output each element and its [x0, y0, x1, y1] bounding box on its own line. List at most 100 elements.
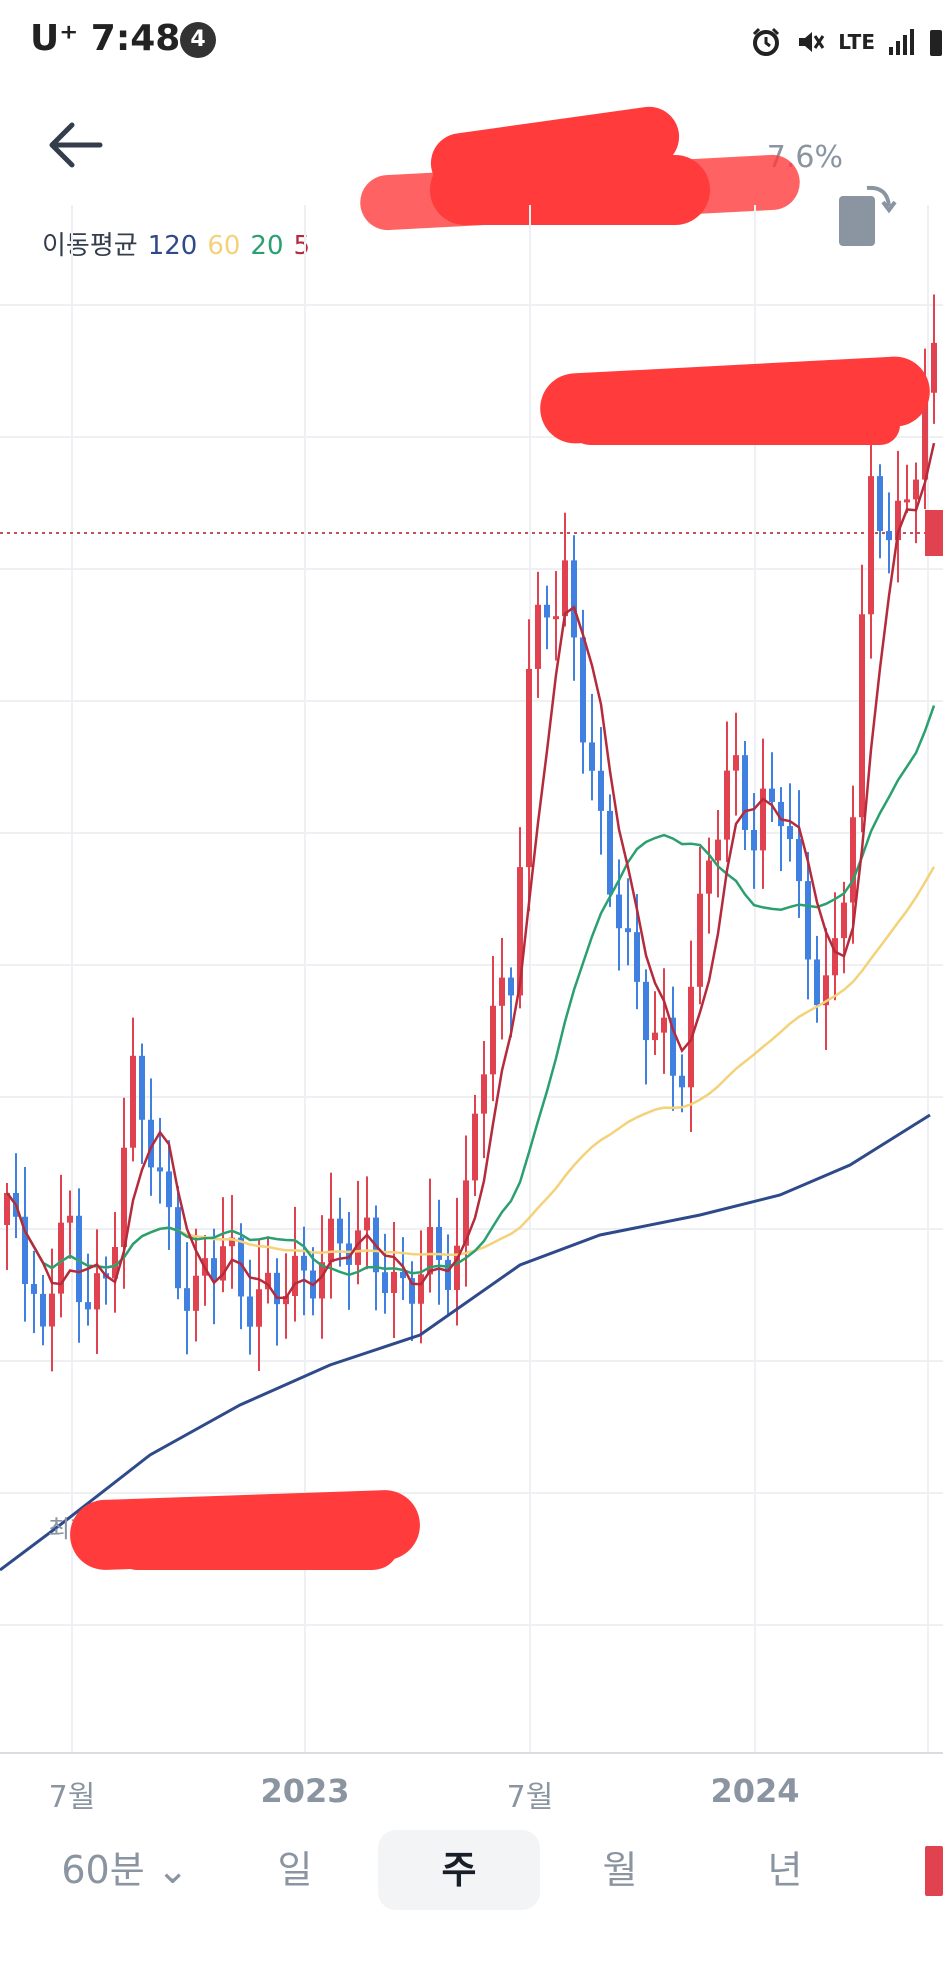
- candle-body: [49, 1293, 55, 1327]
- mute-icon: [799, 32, 825, 52]
- candle-body: [94, 1273, 100, 1310]
- candle-body: [841, 902, 847, 939]
- candle-body: [112, 1246, 118, 1279]
- candle-type-icon[interactable]: [925, 1846, 943, 1896]
- candle-body: [166, 1171, 172, 1208]
- candle-body: [616, 894, 622, 929]
- ma-20-line: [6, 705, 936, 1277]
- candle-body: [445, 1259, 451, 1290]
- candle-body: [301, 1255, 307, 1271]
- candle-body: [481, 1074, 487, 1114]
- status-icons: LTE: [750, 22, 943, 62]
- candle-body: [832, 938, 838, 976]
- candle-body: [787, 826, 793, 840]
- candlestick-chart[interactable]: 최고 최저: [0, 205, 943, 1755]
- candle-body: [760, 788, 766, 851]
- candle-body: [400, 1271, 406, 1279]
- x-axis-label: 2024: [710, 1772, 800, 1810]
- candle-body: [22, 1216, 28, 1285]
- candle-body: [40, 1293, 46, 1327]
- candle-body: [31, 1284, 37, 1294]
- status-bar: U⁺ 7:48 4 LTE: [0, 0, 943, 80]
- candle-body: [58, 1222, 64, 1294]
- ma-120-label: 120: [147, 231, 198, 261]
- tab-week[interactable]: 주: [378, 1830, 540, 1910]
- candle-body: [886, 530, 892, 541]
- redaction-mark: [570, 405, 900, 445]
- x-axis-label: 2023: [260, 1772, 350, 1810]
- lte-indicator: LTE: [838, 30, 875, 54]
- candle-body: [121, 1147, 127, 1247]
- candle-body: [130, 1055, 136, 1148]
- candle-body: [499, 977, 505, 1006]
- candle-body: [337, 1218, 343, 1244]
- notification-count-badge: 4: [180, 22, 216, 58]
- tab-day[interactable]: 일: [277, 1848, 313, 1892]
- candle-body: [661, 1017, 667, 1033]
- candle-body: [265, 1272, 271, 1290]
- tab-60min[interactable]: 60분 ⌄: [61, 1848, 189, 1892]
- candle-body: [67, 1215, 73, 1223]
- tab-year[interactable]: 년: [767, 1848, 803, 1892]
- candle-body: [904, 499, 910, 503]
- candle-body: [490, 1005, 496, 1075]
- candle-body: [193, 1275, 199, 1311]
- redaction-mark: [110, 1515, 400, 1570]
- candle-body: [391, 1271, 397, 1294]
- candle-body: [589, 742, 595, 771]
- candle-body: [823, 975, 829, 1006]
- candle-body: [4, 1193, 10, 1225]
- candle-body: [463, 1180, 469, 1246]
- ma-60-line: [6, 866, 936, 1270]
- candle-body: [382, 1272, 388, 1294]
- candle-body: [148, 1119, 154, 1168]
- candle-body: [769, 788, 775, 802]
- candle-body: [859, 614, 865, 818]
- candle-body: [814, 959, 820, 1006]
- candle-body: [670, 1017, 676, 1076]
- candle-body: [454, 1245, 460, 1290]
- candle-body: [913, 479, 919, 500]
- candle-body: [679, 1075, 685, 1088]
- candle-body: [778, 801, 784, 827]
- candle-body: [256, 1289, 262, 1327]
- candle-body: [472, 1113, 478, 1181]
- candle-body: [796, 839, 802, 882]
- candle-body: [526, 668, 532, 868]
- candle-body: [544, 604, 550, 618]
- candle-body: [184, 1288, 190, 1311]
- candle-body: [418, 1274, 424, 1304]
- candle-body: [328, 1218, 334, 1263]
- candle-body: [283, 1295, 289, 1305]
- candle-body: [580, 637, 586, 743]
- candle-body: [733, 755, 739, 771]
- candle-body: [634, 932, 640, 982]
- candle-body: [517, 867, 523, 996]
- candle-body: [625, 928, 631, 933]
- chart-canvas[interactable]: 최고 최저: [0, 205, 943, 1755]
- candle-body: [355, 1230, 361, 1265]
- candle-body: [319, 1262, 325, 1299]
- candle-body: [715, 839, 721, 861]
- rotate-screen-button[interactable]: [835, 180, 900, 250]
- app-header: 7.6%: [0, 80, 943, 246]
- candle-body: [85, 1302, 91, 1310]
- candle-body: [652, 1032, 658, 1041]
- signal-icon: [889, 29, 914, 55]
- ma-legend-label: 이동평균: [42, 231, 138, 261]
- candle-body: [292, 1255, 298, 1296]
- candle-body: [877, 476, 883, 531]
- candle-body: [346, 1243, 352, 1265]
- candle-body: [247, 1296, 253, 1327]
- candle-body: [724, 770, 730, 840]
- candle-body: [598, 770, 604, 811]
- candle-body: [895, 500, 901, 541]
- candle-body: [706, 860, 712, 894]
- battery-icon: [930, 30, 942, 56]
- x-axis-label: 7월: [48, 1780, 96, 1815]
- candle-body: [409, 1278, 415, 1304]
- candle-body: [922, 392, 928, 480]
- back-button[interactable]: [40, 110, 110, 180]
- candle-body: [508, 977, 514, 996]
- tab-month[interactable]: 월: [602, 1848, 638, 1892]
